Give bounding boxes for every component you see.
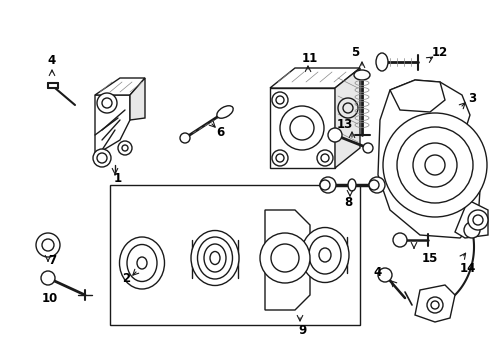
Text: 15: 15 bbox=[422, 252, 438, 265]
Text: 14: 14 bbox=[460, 261, 476, 274]
Circle shape bbox=[260, 233, 310, 283]
Polygon shape bbox=[335, 68, 360, 168]
Circle shape bbox=[397, 127, 473, 203]
Circle shape bbox=[180, 133, 190, 143]
Circle shape bbox=[317, 150, 333, 166]
Circle shape bbox=[413, 143, 457, 187]
Text: 2: 2 bbox=[122, 271, 130, 284]
Circle shape bbox=[378, 268, 392, 282]
Circle shape bbox=[468, 210, 488, 230]
Text: 3: 3 bbox=[468, 91, 476, 104]
Polygon shape bbox=[270, 68, 360, 88]
Polygon shape bbox=[130, 78, 145, 120]
Circle shape bbox=[36, 233, 60, 257]
Ellipse shape bbox=[197, 237, 232, 279]
Circle shape bbox=[41, 271, 55, 285]
Text: 13: 13 bbox=[337, 117, 353, 131]
Ellipse shape bbox=[191, 230, 239, 285]
Circle shape bbox=[271, 244, 299, 272]
Circle shape bbox=[280, 106, 324, 150]
Text: 10: 10 bbox=[42, 292, 58, 305]
Circle shape bbox=[272, 92, 288, 108]
Ellipse shape bbox=[301, 228, 349, 283]
Circle shape bbox=[328, 128, 342, 142]
Circle shape bbox=[393, 233, 407, 247]
Ellipse shape bbox=[319, 248, 331, 262]
Ellipse shape bbox=[137, 257, 147, 269]
Circle shape bbox=[320, 177, 336, 193]
Text: 6: 6 bbox=[216, 126, 224, 139]
Circle shape bbox=[383, 113, 487, 217]
Circle shape bbox=[122, 145, 128, 151]
Polygon shape bbox=[270, 88, 335, 168]
Ellipse shape bbox=[354, 70, 370, 80]
Circle shape bbox=[473, 215, 483, 225]
Circle shape bbox=[427, 297, 443, 313]
Polygon shape bbox=[390, 80, 445, 112]
Ellipse shape bbox=[309, 236, 341, 274]
Circle shape bbox=[276, 96, 284, 104]
Text: 4: 4 bbox=[48, 54, 56, 67]
Circle shape bbox=[118, 141, 132, 155]
Circle shape bbox=[97, 153, 107, 163]
Text: 1: 1 bbox=[114, 171, 122, 185]
Circle shape bbox=[320, 180, 330, 190]
Text: 11: 11 bbox=[302, 51, 318, 64]
Text: 7: 7 bbox=[48, 253, 56, 266]
Ellipse shape bbox=[348, 179, 356, 191]
Text: 5: 5 bbox=[351, 45, 359, 59]
Circle shape bbox=[272, 150, 288, 166]
Ellipse shape bbox=[217, 106, 233, 118]
Polygon shape bbox=[95, 78, 145, 95]
Polygon shape bbox=[378, 80, 480, 238]
Circle shape bbox=[102, 98, 112, 108]
Text: 12: 12 bbox=[432, 45, 448, 59]
Circle shape bbox=[464, 222, 480, 238]
Polygon shape bbox=[265, 210, 310, 310]
Circle shape bbox=[338, 98, 358, 118]
Circle shape bbox=[321, 154, 329, 162]
Circle shape bbox=[93, 149, 111, 167]
Text: 9: 9 bbox=[298, 324, 306, 337]
Circle shape bbox=[369, 180, 379, 190]
Circle shape bbox=[425, 155, 445, 175]
Ellipse shape bbox=[210, 252, 220, 265]
Circle shape bbox=[276, 154, 284, 162]
Circle shape bbox=[42, 239, 54, 251]
Polygon shape bbox=[455, 200, 488, 238]
Text: 8: 8 bbox=[344, 195, 352, 208]
Text: 4: 4 bbox=[374, 266, 382, 279]
Polygon shape bbox=[415, 285, 455, 322]
Polygon shape bbox=[95, 95, 130, 155]
Ellipse shape bbox=[204, 244, 226, 272]
Ellipse shape bbox=[127, 244, 157, 282]
Circle shape bbox=[343, 103, 353, 113]
Circle shape bbox=[290, 116, 314, 140]
Ellipse shape bbox=[120, 237, 165, 289]
Circle shape bbox=[369, 177, 385, 193]
Bar bbox=[110, 185, 360, 325]
Circle shape bbox=[97, 93, 117, 113]
Circle shape bbox=[431, 301, 439, 309]
Circle shape bbox=[363, 143, 373, 153]
Ellipse shape bbox=[376, 53, 388, 71]
